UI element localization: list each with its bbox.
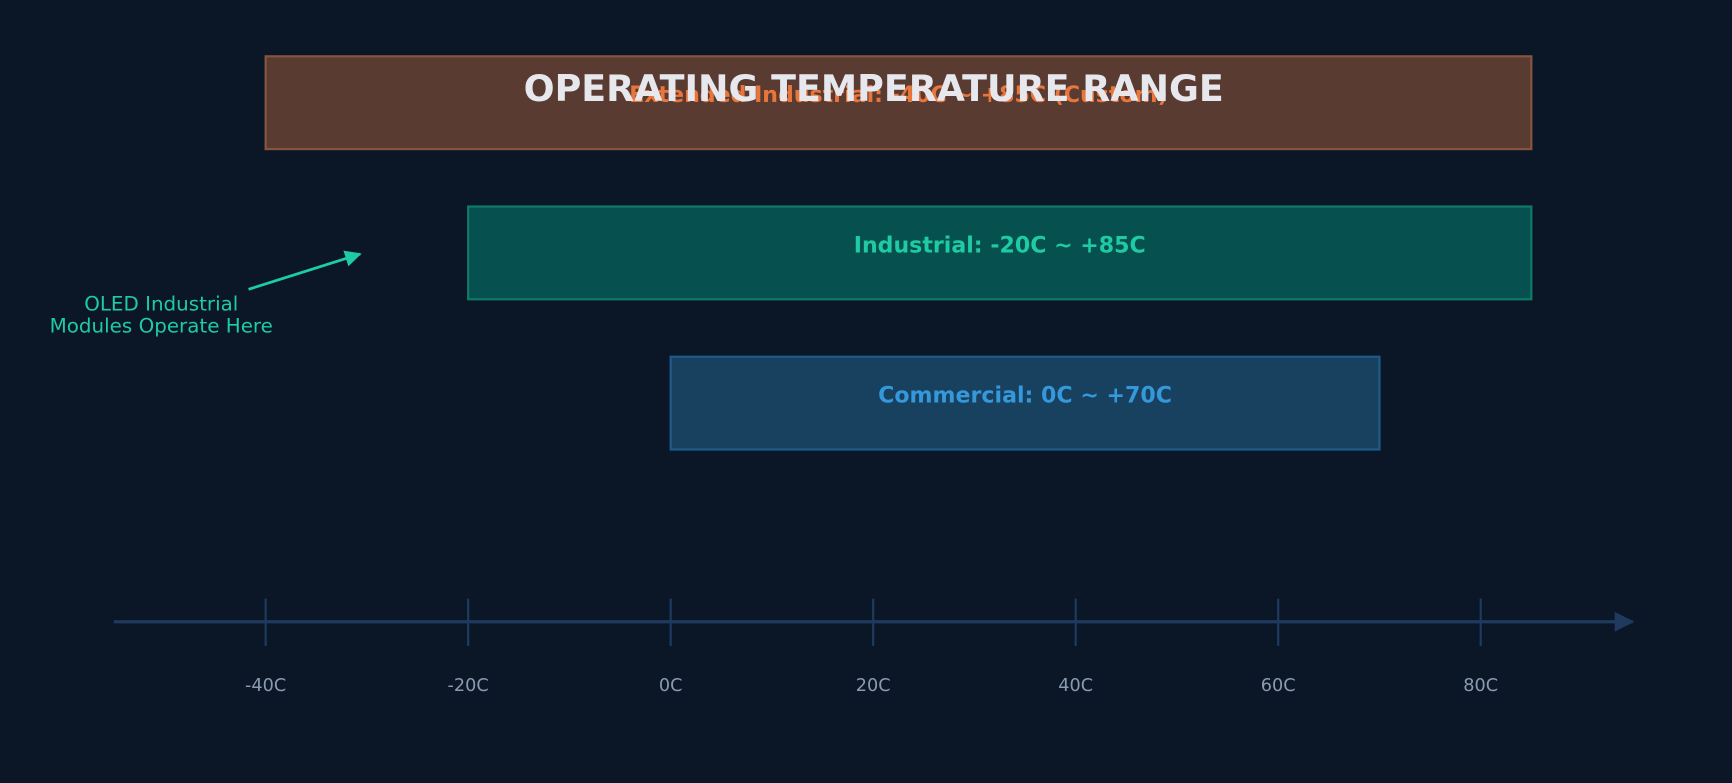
annotation-arrow bbox=[248, 250, 362, 291]
x-tick-label: -40C bbox=[245, 676, 286, 696]
x-tick-label: 80C bbox=[1463, 676, 1498, 696]
x-tick-label: 0C bbox=[659, 676, 683, 696]
bar-label: Extended Industrial: -40C ~ +85C (Custom… bbox=[629, 83, 1168, 108]
bar-label: Commercial: 0C ~ +70C bbox=[878, 383, 1172, 408]
range-bar bbox=[669, 355, 1381, 451]
annotation-text: OLED Industrial bbox=[84, 292, 238, 315]
range-bar bbox=[467, 205, 1533, 301]
x-tick-label: 40C bbox=[1058, 676, 1093, 696]
range-bar bbox=[264, 55, 1533, 151]
annotation-text: Modules Operate Here bbox=[50, 314, 273, 337]
chart-title: OPERATING TEMPERATURE RANGE bbox=[524, 67, 1224, 110]
x-tick-label: -20C bbox=[448, 676, 489, 696]
x-tick-label: 60C bbox=[1261, 676, 1296, 696]
bar-label: Industrial: -20C ~ +85C bbox=[854, 233, 1146, 258]
x-tick-label: 20C bbox=[856, 676, 891, 696]
